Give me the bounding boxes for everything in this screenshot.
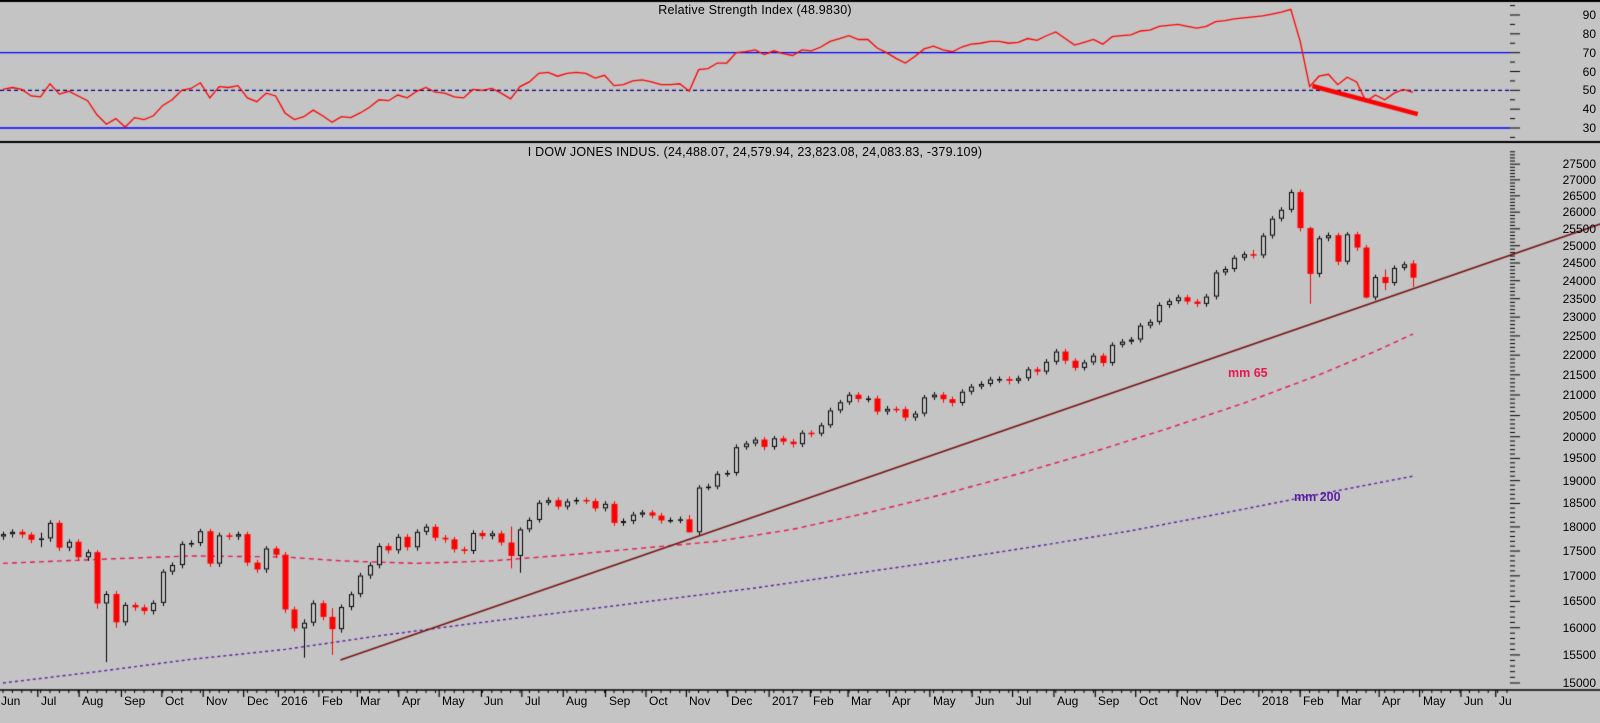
- x-axis-label: Dec: [247, 694, 269, 708]
- ma200-label: mm 200: [1294, 490, 1341, 504]
- x-axis-label: May: [1423, 694, 1446, 708]
- x-axis-label: Jun: [975, 694, 995, 708]
- x-axis-label: Jul: [1016, 694, 1032, 708]
- x-axis-label: Sep: [124, 694, 146, 708]
- x-axis-label: Jun: [484, 694, 504, 708]
- price-axis-label: 15000: [1562, 676, 1596, 690]
- price-axis-label: 24000: [1562, 274, 1596, 288]
- x-axis-label: Nov: [1180, 694, 1202, 708]
- rsi-axis-label: 60: [1582, 65, 1596, 79]
- x-axis-label: May: [442, 694, 465, 708]
- price-axis-label: 20000: [1562, 430, 1596, 444]
- x-axis-label: Jul: [525, 694, 541, 708]
- x-axis-label: 2018: [1262, 694, 1289, 708]
- price-axis-label: 24500: [1562, 256, 1596, 270]
- x-axis-label: May: [933, 694, 956, 708]
- x-axis-label: Oct: [649, 694, 668, 708]
- x-axis-label: Mar: [360, 694, 381, 708]
- x-axis-label: Apr: [892, 694, 911, 708]
- x-axis-label: Feb: [322, 694, 343, 708]
- x-axis-label: Apr: [1382, 694, 1401, 708]
- price-axis-label: 18500: [1562, 496, 1596, 510]
- price-axis-label: 22500: [1562, 329, 1596, 343]
- x-axis-label: Mar: [1341, 694, 1362, 708]
- x-axis-label: 2016: [281, 694, 308, 708]
- price-axis-label: 25000: [1562, 239, 1596, 253]
- x-axis-label: Dec: [1220, 694, 1242, 708]
- price-axis-label: 16500: [1562, 594, 1596, 608]
- price-axis-label: 17000: [1562, 569, 1596, 583]
- price-axis-label: 19500: [1562, 451, 1596, 465]
- rsi-axis-label: 90: [1582, 8, 1596, 22]
- x-axis-label: Oct: [165, 694, 184, 708]
- price-axis-label: 18000: [1562, 520, 1596, 534]
- x-axis-label: Mar: [851, 694, 872, 708]
- x-axis-label: Sep: [1098, 694, 1120, 708]
- x-axis-label: 2017: [772, 694, 799, 708]
- x-axis-label: Apr: [402, 694, 421, 708]
- ma65-label: mm 65: [1228, 366, 1268, 380]
- rsi-axis-label: 40: [1582, 102, 1596, 116]
- x-axis-label: Jun: [1464, 694, 1484, 708]
- price-axis-label: 22000: [1562, 348, 1596, 362]
- price-axis-label: 20500: [1562, 409, 1596, 423]
- rsi-axis-label: 50: [1582, 83, 1596, 97]
- price-axis-label: 16000: [1562, 621, 1596, 635]
- price-axis-label: 21000: [1562, 388, 1596, 402]
- x-axis-label: Feb: [1303, 694, 1324, 708]
- price-axis-label: 26000: [1562, 205, 1596, 219]
- price-axis-label: 25500: [1562, 222, 1596, 236]
- rsi-axis-label: 30: [1582, 121, 1596, 135]
- x-axis-label: Nov: [206, 694, 228, 708]
- x-axis-label: Ju: [1499, 694, 1512, 708]
- rsi-axis-label: 70: [1582, 46, 1596, 60]
- price-axis-label: 21500: [1562, 368, 1596, 382]
- x-axis-label: Oct: [1139, 694, 1158, 708]
- price-axis-label: 17500: [1562, 544, 1596, 558]
- x-axis-label: Aug: [566, 694, 588, 708]
- price-axis-label: 26500: [1562, 189, 1596, 203]
- price-axis-label: 27500: [1562, 157, 1596, 171]
- price-axis-label: 23000: [1562, 310, 1596, 324]
- price-axis-label: 15500: [1562, 648, 1596, 662]
- rsi-panel-title: Relative Strength Index (48.9830): [658, 3, 852, 17]
- price-axis-label: 27000: [1562, 173, 1596, 187]
- x-axis-label: Feb: [813, 694, 834, 708]
- price-axis-label: 19000: [1562, 474, 1596, 488]
- x-axis-label: Jun: [1, 694, 21, 708]
- x-axis-label: Jul: [41, 694, 57, 708]
- price-axis-label: 23500: [1562, 292, 1596, 306]
- x-axis-label: Dec: [731, 694, 753, 708]
- price-panel-title: I DOW JONES INDUS. (24,488.07, 24,579.94…: [527, 145, 983, 159]
- x-axis-label: Nov: [689, 694, 711, 708]
- rsi-axis-label: 80: [1582, 27, 1596, 41]
- x-axis-label: Aug: [82, 694, 104, 708]
- x-axis-label: Sep: [609, 694, 631, 708]
- x-axis-label: Aug: [1057, 694, 1079, 708]
